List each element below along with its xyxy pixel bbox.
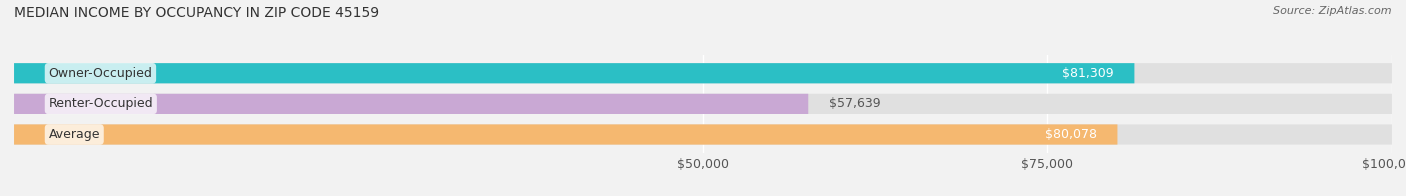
Text: Owner-Occupied: Owner-Occupied (48, 67, 152, 80)
FancyBboxPatch shape (14, 124, 1118, 145)
Text: $81,309: $81,309 (1062, 67, 1114, 80)
Text: $80,078: $80,078 (1045, 128, 1097, 141)
FancyBboxPatch shape (14, 63, 1392, 83)
FancyBboxPatch shape (14, 124, 1392, 145)
Text: Source: ZipAtlas.com: Source: ZipAtlas.com (1274, 6, 1392, 16)
FancyBboxPatch shape (14, 63, 1135, 83)
FancyBboxPatch shape (14, 94, 1392, 114)
Text: Average: Average (48, 128, 100, 141)
Text: Renter-Occupied: Renter-Occupied (48, 97, 153, 110)
Text: $57,639: $57,639 (830, 97, 880, 110)
FancyBboxPatch shape (14, 94, 808, 114)
Text: MEDIAN INCOME BY OCCUPANCY IN ZIP CODE 45159: MEDIAN INCOME BY OCCUPANCY IN ZIP CODE 4… (14, 6, 380, 20)
